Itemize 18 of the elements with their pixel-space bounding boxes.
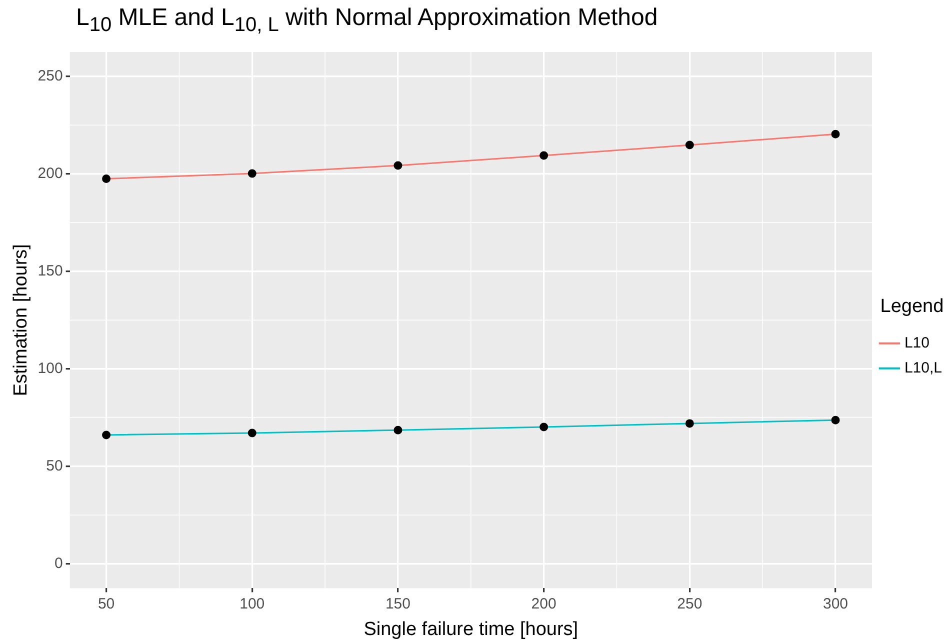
x-tick-label: 300 <box>822 595 848 612</box>
y-tick-label: 200 <box>38 165 63 182</box>
x-axis-title: Single failure time [hours] <box>364 618 578 640</box>
legend-label: L10,L <box>904 360 942 377</box>
y-tick-label: 150 <box>38 262 63 280</box>
x-tick-label: 150 <box>385 595 410 612</box>
legend-label: L10 <box>904 334 930 352</box>
x-tick-label: 200 <box>531 595 556 612</box>
chart-title: L$_{10}$ MLE and L$_{10, L}$ with Normal Approximation Method <box>76 4 658 37</box>
y-tick-label: 100 <box>38 360 63 377</box>
x-tick-label: 50 <box>98 595 115 612</box>
x-tick-label: 100 <box>240 595 265 612</box>
y-tick-label: 0 <box>54 554 63 572</box>
y-axis-title: Estimation [hours] <box>10 244 32 396</box>
x-tick-label: 250 <box>677 595 702 612</box>
y-tick-label: 50 <box>46 457 63 474</box>
y-tick-label: 250 <box>38 68 63 85</box>
legend-title: Legend <box>880 296 944 317</box>
